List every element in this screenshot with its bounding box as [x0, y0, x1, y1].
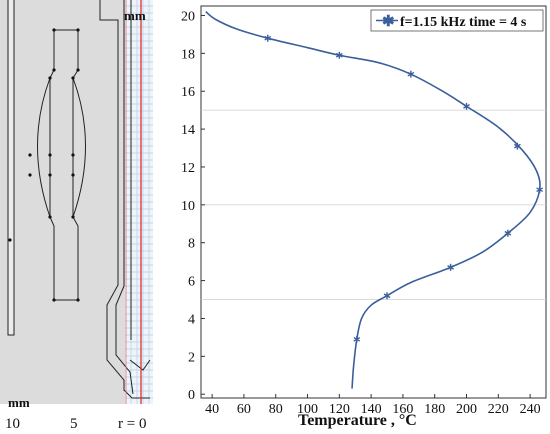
legend-marker-icon: ✱	[382, 14, 395, 30]
outer-wall	[7, 0, 15, 336]
x-tick-label: 140	[361, 402, 382, 417]
plot-area	[200, 5, 547, 399]
y-axis-ticks: 0 2 4 6 8 10 12 14 16 18 20	[181, 9, 205, 403]
bottom-unit-label: mm	[8, 395, 30, 410]
x-tick-label: 100	[297, 402, 318, 417]
temperature-chart: 0 2 4 6 8 10 12 14 16 18 20 40 60 80 100 120 140 160 180 2…	[181, 5, 547, 429]
data-point-marker	[463, 102, 470, 110]
coil-arc-inner	[72, 77, 86, 218]
x-axis-ticks: 40 60 80 100 120 140 160 180 200 220 240	[205, 394, 541, 417]
y-tick-label: 8	[188, 237, 195, 252]
legend-box	[370, 9, 544, 32]
coil-vertices	[8, 28, 80, 302]
crucible-inner	[115, 0, 134, 395]
coil-arc-outer	[37, 77, 51, 218]
legend-label: f=1.15 kHz time = 4 s	[400, 15, 527, 30]
y-tick-label: 18	[181, 47, 195, 62]
y-tick-label: 0	[188, 388, 195, 403]
x-tick-label: 180	[424, 402, 445, 417]
y-tick-label: 4	[188, 312, 195, 327]
x-tick-label: 120	[329, 402, 350, 417]
data-point-marker	[353, 335, 361, 343]
y-tick-label: 2	[188, 350, 195, 365]
legend: ✱ f=1.15 kHz time = 4 s	[370, 9, 544, 32]
data-point-marker	[264, 34, 272, 42]
top-unit-label: mm	[124, 8, 146, 23]
series-line	[205, 11, 541, 389]
y-tick-label: 16	[181, 85, 195, 100]
r-tick-5: 5	[70, 416, 78, 432]
data-point-marker	[335, 51, 343, 59]
y-tick-label: 14	[181, 123, 195, 138]
x-tick-label: 60	[237, 402, 251, 417]
data-point-marker	[383, 292, 391, 300]
nozzle-tip	[129, 359, 151, 371]
data-point-marker	[447, 263, 455, 271]
r-tick-0: r = 0	[118, 416, 146, 432]
series-markers	[264, 34, 544, 343]
crucible-outer	[99, 0, 150, 399]
y-tick-label: 6	[188, 275, 195, 290]
r-tick-10: 10	[5, 416, 20, 432]
y-tick-label: 20	[181, 9, 195, 24]
x-tick-label: 200	[456, 402, 477, 417]
gridlines	[201, 109, 546, 300]
mesh-strip	[125, 0, 153, 404]
y-tick-label: 12	[181, 161, 195, 176]
data-point-marker	[407, 70, 415, 78]
x-tick-label: 160	[392, 402, 413, 417]
data-point-marker	[504, 229, 512, 237]
x-tick-label: 80	[269, 402, 283, 417]
x-tick-label: 40	[205, 402, 219, 417]
data-point-marker	[536, 186, 544, 194]
geometry-panel: mm mm 10 5 r = 0	[0, 0, 153, 432]
data-point-marker	[513, 142, 521, 150]
y-tick-label: 10	[181, 199, 195, 214]
x-tick-label: 240	[520, 402, 541, 417]
x-axis-label: Temperature , °C	[298, 412, 417, 429]
x-tick-label: 220	[488, 402, 509, 417]
